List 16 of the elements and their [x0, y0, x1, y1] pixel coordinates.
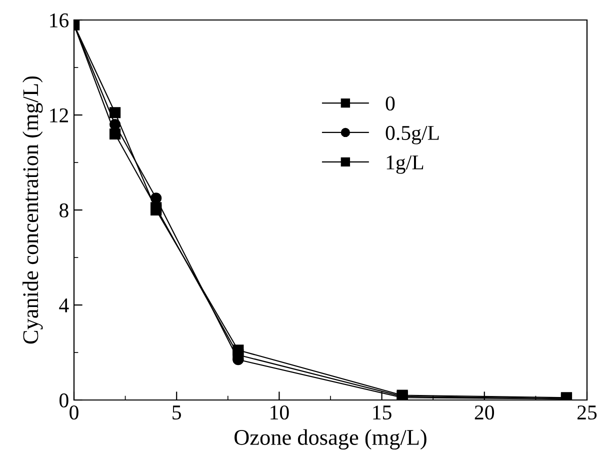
y-tick-label: 4 — [59, 298, 69, 312]
y-tick-label: 8 — [60, 203, 68, 218]
x-tick-label: 15 — [373, 406, 392, 420]
y-tick-label: 12 — [50, 108, 68, 122]
x-axis-title: Ozone dosage (mg/L) — [234, 429, 426, 450]
legend-label: 0 — [386, 96, 395, 111]
y-axis-title: Cyanide concentration (mg/L) — [22, 76, 43, 344]
x-tick-label: 0 — [70, 405, 78, 420]
x-tick-label: 5 — [172, 406, 181, 420]
x-tick-label: 10 — [270, 405, 289, 420]
x-tick-label: 20 — [474, 405, 494, 420]
legend-label: 0.5g/L — [386, 126, 439, 144]
y-tick-label: 16 — [50, 13, 69, 28]
y-tick-label: 0 — [60, 393, 68, 408]
legend-label: 1g/L — [386, 156, 424, 174]
x-tick-label: 25 — [578, 406, 597, 420]
